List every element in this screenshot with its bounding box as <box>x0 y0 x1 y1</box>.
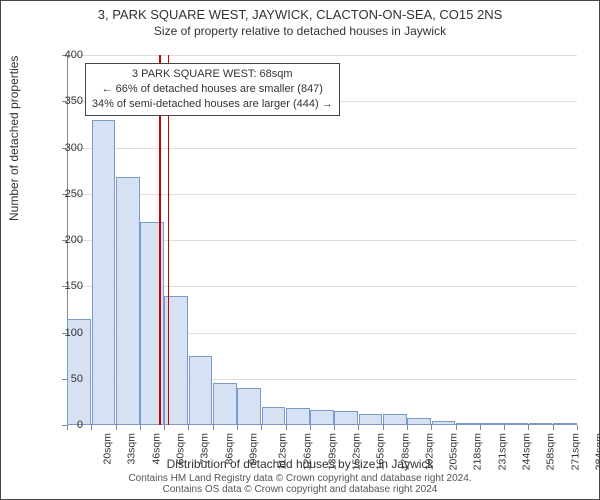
x-tick-label: 152sqm <box>350 433 362 470</box>
x-tick <box>383 425 384 430</box>
x-tick-label: 258sqm <box>545 433 557 470</box>
x-tick-label: 126sqm <box>302 433 314 470</box>
y-tick-label: 200 <box>43 234 83 246</box>
y-tick-label: 0 <box>43 419 83 431</box>
chart-container: 3, PARK SQUARE WEST, JAYWICK, CLACTON-ON… <box>0 0 600 500</box>
x-tick <box>504 425 505 430</box>
histogram-bar <box>383 414 407 425</box>
y-tick-label: 400 <box>43 49 83 61</box>
x-tick <box>407 425 408 430</box>
histogram-bar <box>504 423 528 425</box>
x-axis-label: Distribution of detached houses by size … <box>1 457 599 471</box>
x-tick <box>358 425 359 430</box>
plot-area: 3 PARK SQUARE WEST: 68sqm ← 66% of detach… <box>67 55 577 425</box>
histogram-bar <box>480 423 504 425</box>
x-tick <box>431 425 432 430</box>
x-tick-label: 192sqm <box>423 433 435 470</box>
y-tick-label: 50 <box>43 373 83 385</box>
y-axis-label: Number of detached properties <box>7 56 21 221</box>
x-tick-label: 165sqm <box>375 433 387 470</box>
y-tick-label: 150 <box>43 280 83 292</box>
y-tick-label: 300 <box>43 142 83 154</box>
info-box-line: 34% of semi-detached houses are larger (… <box>92 98 333 110</box>
info-box: 3 PARK SQUARE WEST: 68sqm ← 66% of detach… <box>85 63 340 116</box>
x-tick-label: 33sqm <box>126 433 138 465</box>
histogram-bar <box>334 411 358 425</box>
x-tick <box>480 425 481 430</box>
histogram-bar <box>359 414 383 425</box>
x-tick <box>310 425 311 430</box>
x-tick-label: 271sqm <box>569 433 581 470</box>
y-tick-label: 250 <box>43 188 83 200</box>
histogram-bar <box>189 356 213 425</box>
x-tick-label: 139sqm <box>326 433 338 470</box>
histogram-bar <box>116 177 140 425</box>
x-tick-label: 284sqm <box>593 433 600 470</box>
x-tick <box>91 425 92 430</box>
x-tick <box>140 425 141 430</box>
x-tick-label: 20sqm <box>102 433 114 465</box>
x-tick-label: 178sqm <box>399 433 411 470</box>
copyright-text: Contains HM Land Registry data © Crown c… <box>1 473 599 495</box>
x-tick <box>261 425 262 430</box>
histogram-bar <box>310 410 334 425</box>
histogram-bar <box>262 407 286 426</box>
x-tick <box>553 425 554 430</box>
x-tick-label: 73sqm <box>199 433 211 465</box>
histogram-bar <box>213 383 237 425</box>
x-tick <box>528 425 529 430</box>
x-tick-label: 99sqm <box>247 433 259 465</box>
histogram-bar <box>456 423 480 425</box>
histogram-bar <box>407 418 431 425</box>
x-tick-label: 231sqm <box>496 433 508 470</box>
histogram-bar <box>553 423 577 425</box>
x-tick <box>188 425 189 430</box>
grid-line <box>67 55 577 56</box>
grid-line <box>67 194 577 195</box>
x-tick-label: 112sqm <box>277 433 289 470</box>
x-tick <box>237 425 238 430</box>
info-box-line: ← 66% of detached houses are smaller (84… <box>102 83 323 95</box>
x-tick-label: 46sqm <box>150 433 162 465</box>
x-tick <box>213 425 214 430</box>
x-tick-label: 86sqm <box>223 433 235 465</box>
histogram-bar <box>529 423 553 425</box>
y-tick-label: 100 <box>43 327 83 339</box>
x-tick <box>286 425 287 430</box>
chart-subtitle: Size of property relative to detached ho… <box>1 22 599 38</box>
chart-title: 3, PARK SQUARE WEST, JAYWICK, CLACTON-ON… <box>1 1 599 22</box>
histogram-bar <box>237 388 261 425</box>
histogram-bar <box>432 421 456 425</box>
x-tick <box>116 425 117 430</box>
histogram-bar <box>92 120 116 425</box>
x-tick <box>164 425 165 430</box>
y-tick-label: 350 <box>43 95 83 107</box>
x-tick <box>334 425 335 430</box>
grid-line <box>67 148 577 149</box>
x-tick <box>577 425 578 430</box>
x-tick <box>456 425 457 430</box>
x-tick-label: 218sqm <box>472 433 484 470</box>
x-tick-label: 205sqm <box>448 433 460 470</box>
info-box-line: 3 PARK SQUARE WEST: 68sqm <box>132 68 293 80</box>
x-tick-label: 244sqm <box>520 433 532 470</box>
histogram-bar <box>286 408 310 425</box>
x-tick-label: 60sqm <box>175 433 187 465</box>
